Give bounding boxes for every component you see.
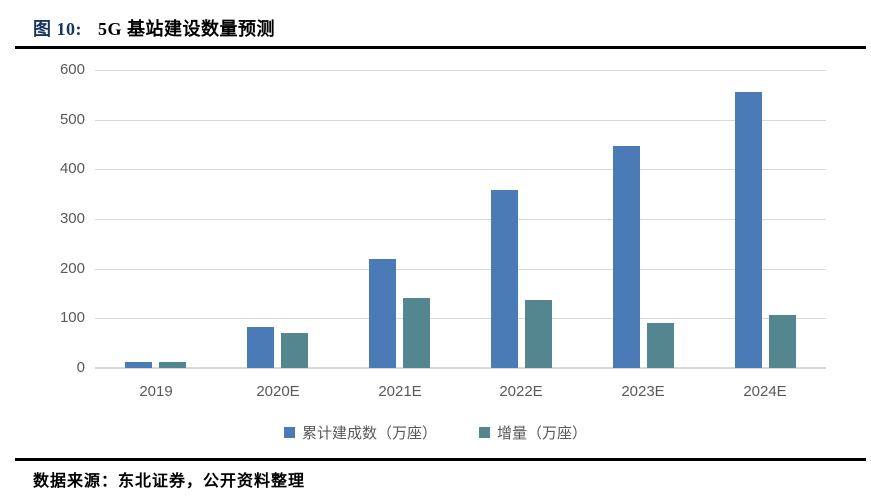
gridline-600 (95, 70, 826, 71)
bar-group-2024E (735, 92, 796, 368)
bar-cumulative-2022E (491, 190, 518, 368)
legend-label-cumulative: 累计建成数（万座） (301, 425, 437, 442)
y-tick-label-400: 400 (59, 160, 85, 177)
data-source-note: 数据来源：东北证券，公开资料整理 (33, 473, 306, 490)
bar-group-2021E (369, 259, 430, 368)
figure-title: 图 10: 5G 基站建设数量预测 (33, 15, 275, 41)
y-tick-label-600: 600 (59, 61, 85, 78)
legend-item-increment: 增量（万座） (479, 422, 587, 443)
gridline-400 (95, 169, 826, 170)
gridline-200 (95, 269, 826, 270)
legend-swatch-increment (479, 427, 490, 438)
y-tick-label-500: 500 (59, 111, 85, 128)
x-axis-line (95, 367, 826, 369)
bar-chart: 累计建成数（万座） 增量（万座） 0 100 200 300 400 500 600 2019 2… (0, 55, 871, 455)
legend-label-increment: 增量（万座） (497, 425, 588, 442)
x-tick-label-2023E: 2023E (621, 383, 665, 400)
bar-increment-2019 (159, 362, 186, 368)
bar-cumulative-2021E (369, 259, 396, 368)
x-tick-label-2020E: 2020E (256, 383, 300, 400)
bar-increment-2024E (769, 315, 796, 368)
bar-group-2023E (613, 146, 674, 368)
y-tick-label-100: 100 (59, 309, 85, 326)
y-tick-label-300: 300 (59, 210, 85, 227)
x-tick-label-2021E: 2021E (378, 383, 422, 400)
gridline-500 (95, 120, 826, 121)
bar-group-2019 (125, 362, 186, 368)
legend-item-cumulative: 累计建成数（万座） (283, 422, 437, 443)
bar-cumulative-2024E (735, 92, 762, 368)
legend-swatch-cumulative (283, 427, 295, 438)
top-divider-line (15, 46, 866, 49)
figure-number-label: 图 10: (33, 19, 82, 39)
bar-group-2020E (247, 327, 308, 368)
chart-legend: 累计建成数（万座） 增量（万座） (0, 422, 871, 443)
gridline-100 (95, 318, 826, 319)
x-tick-label-2019: 2019 (139, 383, 173, 400)
bar-cumulative-2023E (613, 146, 640, 368)
y-tick-label-200: 200 (59, 260, 85, 277)
x-tick-label-2022E: 2022E (499, 383, 543, 400)
y-tick-label-0: 0 (76, 359, 85, 376)
bar-increment-2022E (525, 300, 552, 368)
bar-increment-2021E (403, 298, 430, 368)
bar-increment-2020E (281, 333, 308, 368)
bar-cumulative-2019 (125, 362, 152, 368)
figure-title-text: 5G 基站建设数量预测 (98, 19, 276, 39)
gridline-300 (95, 219, 826, 220)
bar-group-2022E (491, 190, 552, 368)
bottom-divider-line (15, 458, 866, 461)
x-tick-label-2024E: 2024E (743, 383, 787, 400)
bar-increment-2023E (647, 323, 674, 368)
plot-area (95, 70, 826, 369)
bar-cumulative-2020E (247, 327, 274, 368)
